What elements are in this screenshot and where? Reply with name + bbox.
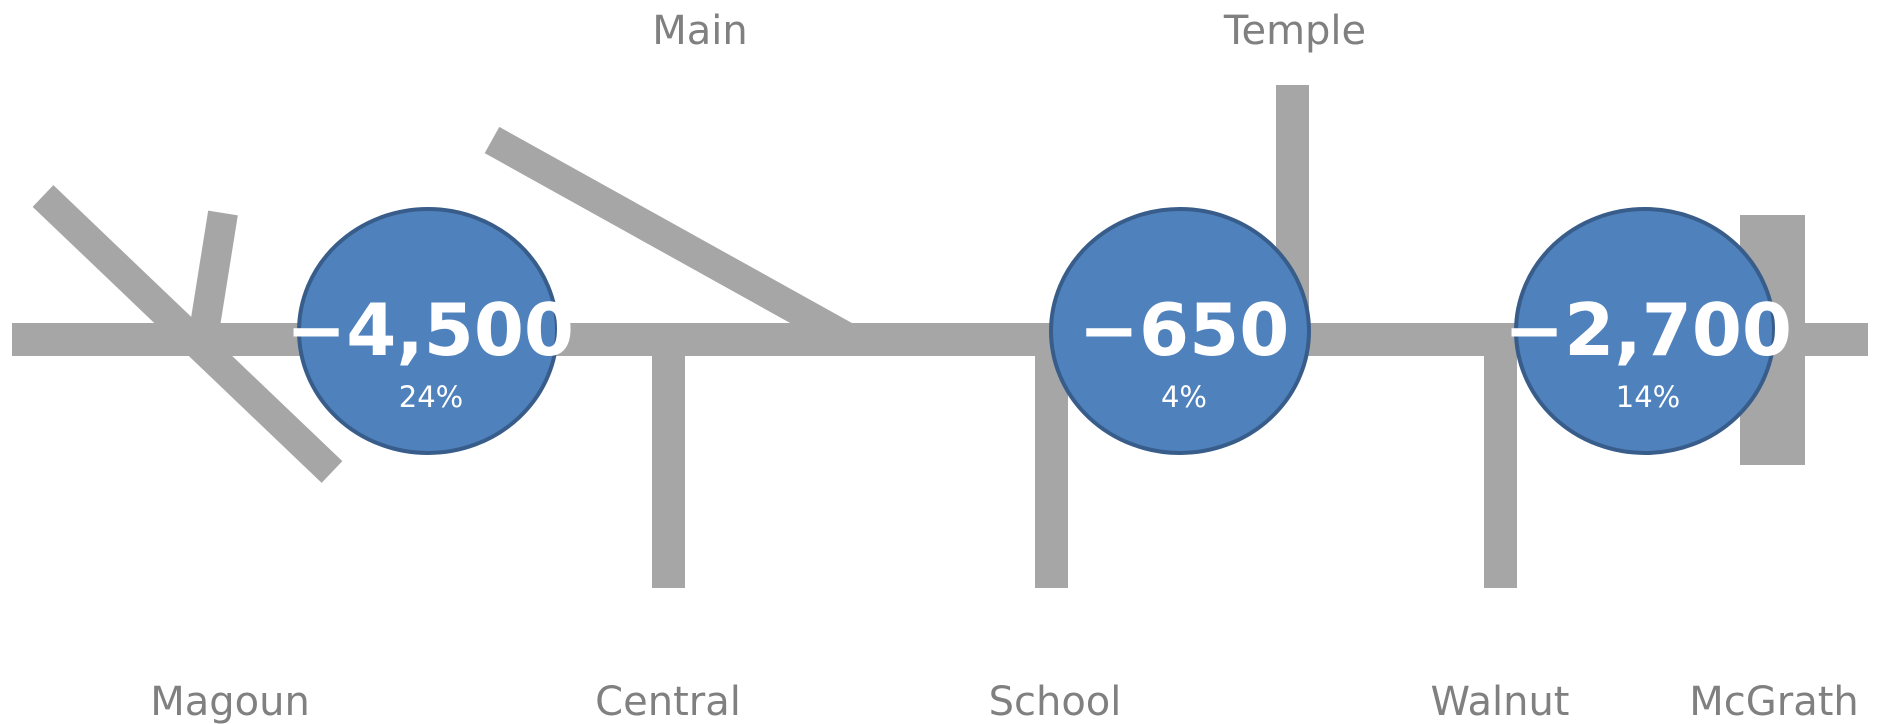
street-label-main: Main: [652, 8, 748, 54]
bubble-percent: 4%: [1161, 380, 1207, 414]
bubble-percent: 24%: [399, 380, 463, 414]
bubble-circle: [1049, 207, 1311, 455]
central-street-road: [652, 340, 685, 588]
bubble-circle: [1514, 207, 1776, 455]
bubble-circle: [297, 207, 559, 455]
bubble-value: −650: [1079, 288, 1290, 372]
bubble-value: −2,700: [1504, 288, 1792, 372]
bubble-percent: 14%: [1616, 380, 1680, 414]
street-label-school: School: [989, 679, 1122, 724]
bubble-school-temple: −650 4%: [1049, 207, 1311, 455]
street-label-mcgrath: McGrath: [1689, 679, 1859, 724]
magoun-diagonal-road: [32, 185, 343, 483]
magoun-spur-road: [188, 210, 238, 341]
street-label-magoun: Magoun: [150, 679, 310, 724]
street-label-walnut: Walnut: [1430, 679, 1569, 724]
bubble-value: −4,500: [286, 288, 574, 372]
bubble-magoun-central: −4,500 24%: [286, 207, 574, 455]
street-label-central: Central: [595, 679, 741, 724]
walnut-street-road: [1484, 340, 1517, 588]
main-street-road: [484, 126, 856, 352]
bubble-walnut-mcgrath: −2,700 14%: [1504, 207, 1792, 455]
street-label-temple: Temple: [1223, 8, 1366, 54]
